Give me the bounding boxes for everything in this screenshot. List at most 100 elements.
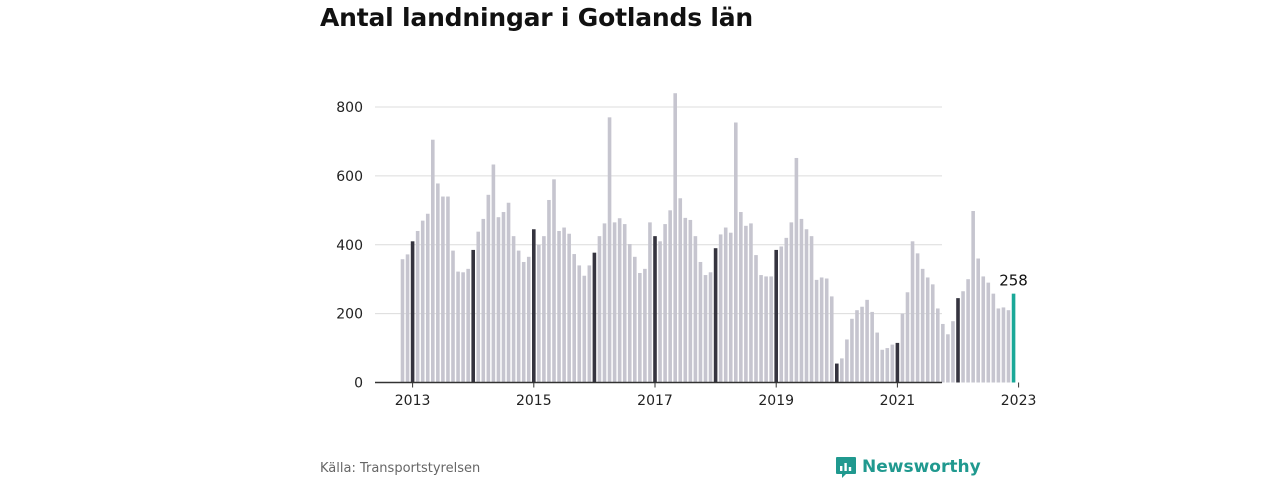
bar	[855, 310, 859, 383]
bar	[521, 261, 526, 383]
y-tick-label: 200	[336, 307, 363, 323]
bar	[941, 323, 945, 383]
bar	[577, 265, 582, 383]
bar	[946, 334, 950, 383]
bar	[829, 296, 834, 383]
bar	[436, 183, 440, 383]
bar	[728, 232, 733, 383]
bar	[723, 227, 728, 383]
bar	[617, 218, 622, 383]
bar	[754, 255, 758, 383]
bar	[562, 227, 566, 383]
bar	[850, 318, 854, 383]
bar	[779, 246, 784, 383]
bar	[648, 222, 652, 383]
bar	[446, 196, 450, 383]
bar	[804, 229, 809, 383]
bar	[466, 268, 470, 383]
bar	[910, 241, 915, 383]
bar	[627, 244, 632, 383]
bar	[557, 230, 561, 383]
bar	[622, 224, 627, 383]
bar	[819, 277, 824, 383]
bar	[840, 358, 844, 383]
bar	[410, 241, 415, 383]
bar	[703, 275, 708, 383]
bar	[597, 236, 602, 383]
x-tick-label: 2019	[758, 393, 794, 409]
x-axis-ticks: 2013 2015 2017 2019 2021 2023	[395, 382, 1037, 409]
bar	[693, 236, 698, 383]
bar	[870, 311, 874, 383]
bar	[915, 253, 920, 383]
bar	[739, 212, 743, 383]
x-tick-label: 2023	[1001, 393, 1037, 409]
x-tick-label: 2013	[395, 393, 431, 409]
bar	[400, 259, 405, 383]
bar	[415, 230, 420, 383]
bar	[794, 157, 799, 383]
x-tick-label: 2017	[637, 393, 673, 409]
bar	[769, 276, 773, 383]
bar	[799, 218, 804, 383]
source-note: Källa: Transportstyrelsen	[320, 461, 481, 476]
bar	[900, 313, 905, 383]
bar	[1011, 293, 1016, 383]
latest-value-label: 258	[999, 272, 1028, 290]
bar	[976, 258, 980, 383]
bar	[592, 252, 597, 383]
bar	[920, 268, 925, 383]
bar	[511, 236, 516, 383]
bar	[552, 179, 556, 383]
bar	[713, 248, 718, 383]
bar	[678, 198, 683, 383]
bar	[405, 254, 410, 383]
bar	[875, 332, 879, 383]
bar	[718, 234, 723, 383]
bar	[501, 212, 506, 383]
bar	[456, 271, 460, 383]
bar	[996, 308, 1001, 383]
bar	[663, 224, 667, 383]
newsworthy-logo-icon	[836, 457, 856, 478]
bar	[633, 256, 637, 383]
bar	[880, 349, 885, 383]
y-tick-label: 800	[336, 100, 363, 116]
bar	[506, 202, 511, 383]
bar	[774, 249, 778, 383]
bar	[537, 244, 541, 383]
bar	[582, 275, 587, 383]
y-tick-label: 400	[336, 238, 363, 254]
bar	[749, 223, 753, 383]
bar	[764, 276, 768, 383]
newsworthy-logo[interactable]: Newsworthy	[835, 455, 981, 479]
bar	[496, 217, 501, 383]
y-axis-ticks: 0 200 400 600 800	[336, 100, 363, 392]
bar	[966, 279, 970, 383]
bar	[708, 272, 713, 383]
bar	[516, 250, 521, 383]
bar	[643, 268, 647, 383]
bar	[542, 236, 546, 383]
bar	[491, 164, 496, 383]
bar	[845, 339, 849, 383]
bar	[572, 254, 576, 383]
bar	[890, 344, 895, 383]
bar	[673, 93, 677, 383]
bar	[461, 272, 465, 383]
bar	[885, 348, 890, 383]
bar	[809, 236, 814, 383]
x-tick-label: 2015	[516, 393, 552, 409]
brand-name: Newsworthy	[862, 457, 981, 477]
bar	[481, 218, 486, 383]
bar	[951, 321, 955, 383]
bar	[486, 194, 491, 383]
bar	[653, 236, 657, 383]
bar	[567, 233, 571, 383]
bar	[602, 223, 607, 383]
data-labels: 258	[999, 272, 1028, 290]
bar	[961, 291, 965, 383]
chart-title: Antal landningar i Gotlands län	[320, 3, 754, 32]
bar	[759, 275, 763, 383]
